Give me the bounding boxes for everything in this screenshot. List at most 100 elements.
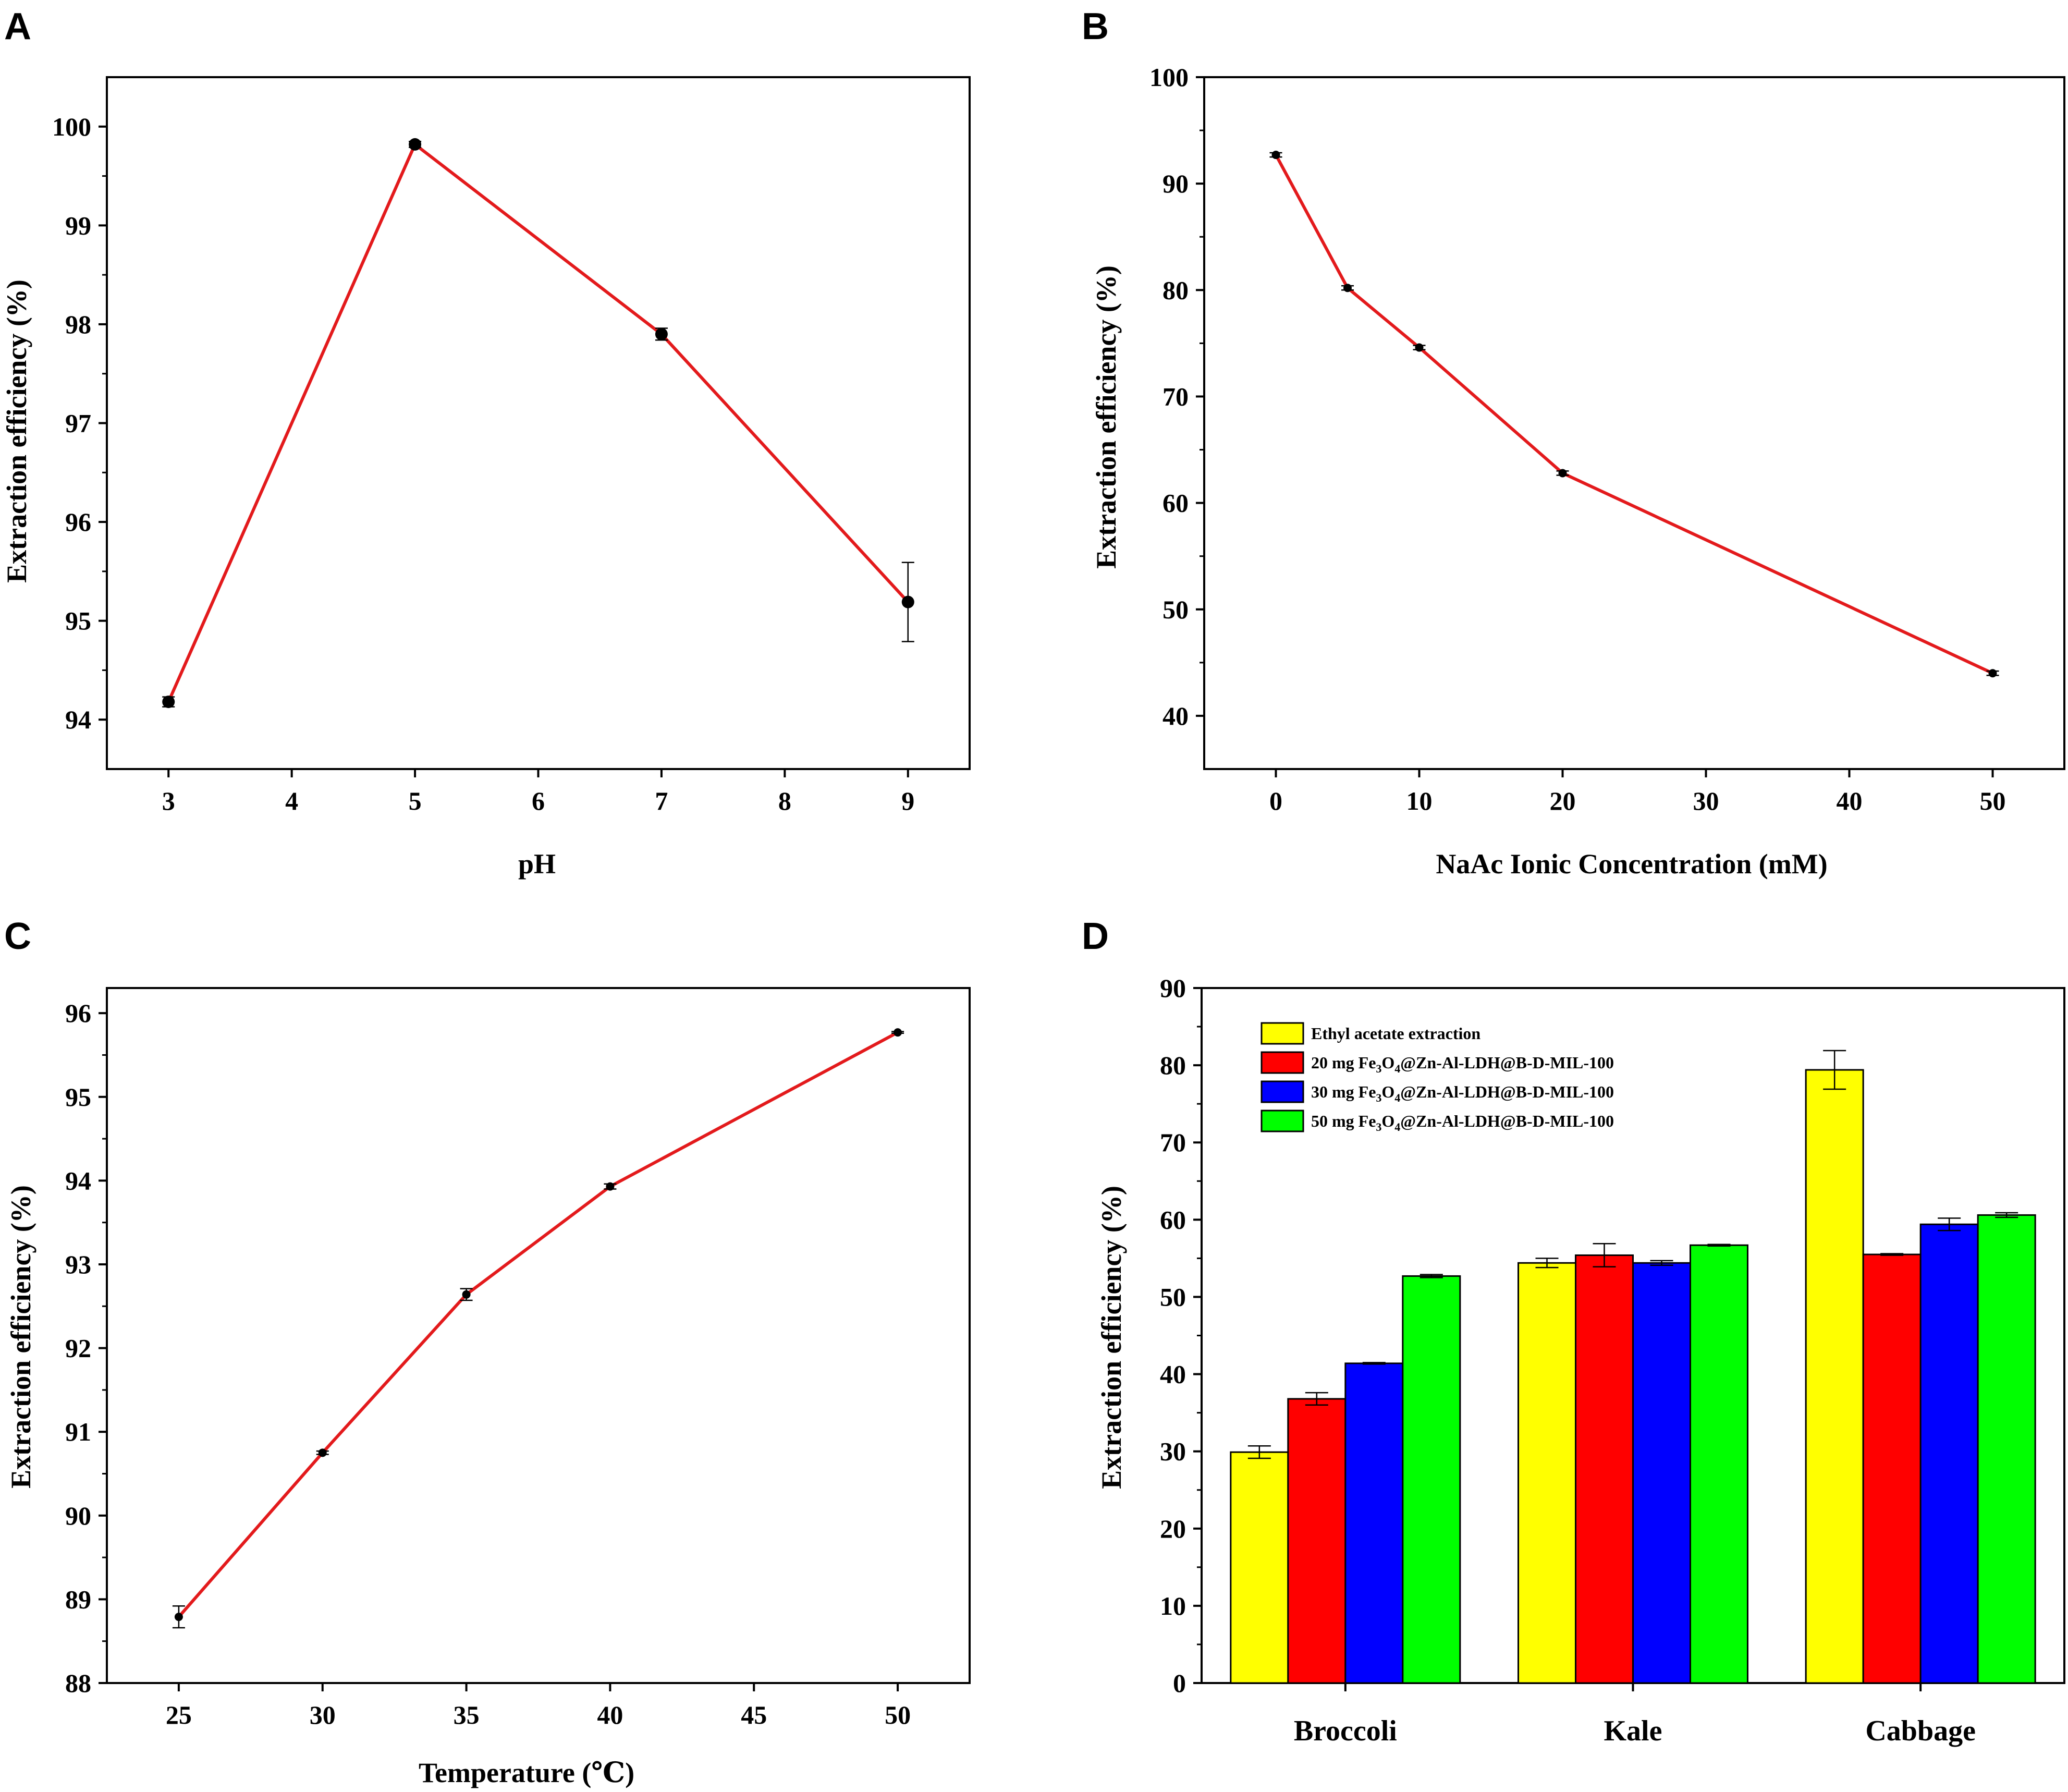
panel-a-y-tick-label: 100 xyxy=(52,112,91,141)
panel-c-y-tick-label: 96 xyxy=(65,998,91,1028)
panel-d-legend-label-part: 50 mg Fe xyxy=(1311,1112,1376,1130)
panel-b-y-tick-label: 100 xyxy=(1149,63,1189,92)
panel-c-y-tick-label: 90 xyxy=(65,1501,91,1530)
panel-b-x-tick-label: 50 xyxy=(1980,786,2006,815)
panel-b-x-axis-title: NaAc Ionic Concentration (mM) xyxy=(1436,848,1827,880)
panel-d-y-tick-label: 60 xyxy=(1160,1205,1186,1234)
panel-b-y-tick-label: 40 xyxy=(1163,701,1189,730)
panel-d-bar xyxy=(1230,1451,1289,1684)
panel-b-y-tick-label: 50 xyxy=(1163,595,1189,624)
panel-c-x-tick-label: 40 xyxy=(597,1700,623,1729)
panel-c-y-tick-label: 92 xyxy=(65,1334,91,1363)
panel-d-y-tick-label: 80 xyxy=(1160,1051,1186,1080)
panel-d-bar xyxy=(1344,1362,1404,1684)
panel-d-legend-label-part: O xyxy=(1381,1112,1394,1130)
panel-d-category-label: Kale xyxy=(1604,1715,1662,1747)
panel-a-data-point xyxy=(409,138,422,151)
panel-d-y-tick-label: 30 xyxy=(1160,1437,1186,1466)
panel-d-legend-label: 30 mg Fe3O4@Zn-Al-LDH@B-D-MIL-100 xyxy=(1311,1082,1614,1104)
panel-d-y-tick-label: 90 xyxy=(1160,973,1186,1003)
panel-d-legend-label-part: 4 xyxy=(1394,1120,1400,1133)
panel-a-data-point xyxy=(655,327,668,340)
panel-b-y-tick-label: 90 xyxy=(1163,169,1189,198)
panel-d-bar xyxy=(1518,1262,1576,1684)
panel-a-x-tick-label: 4 xyxy=(285,786,298,815)
panel-c-letter: C xyxy=(4,916,31,957)
panel-c-data-point xyxy=(606,1182,615,1191)
panel-d-legend-label-part: 3 xyxy=(1376,1062,1381,1075)
panel-c-x-tick-label: 35 xyxy=(454,1700,480,1729)
panel-d-y-tick-label: 20 xyxy=(1160,1514,1186,1543)
panel-b-x-tick-label: 40 xyxy=(1837,786,1863,815)
panel-d-bar xyxy=(1287,1398,1347,1684)
panel-b-y-axis-title: Extraction efficiency (%) xyxy=(1091,265,1122,569)
panel-a-x-axis-title: pH xyxy=(518,848,556,880)
panel-d-legend-label-part: O xyxy=(1381,1053,1394,1072)
panel-d-legend-label: Ethyl acetate extraction xyxy=(1311,1024,1480,1043)
panel-d-legend-swatch xyxy=(1261,1051,1304,1074)
panel-d-y-tick-label: 10 xyxy=(1160,1591,1186,1620)
panel-b-data-point xyxy=(1988,669,1997,678)
panel-d-y-axis-title: Extraction efficiency (%) xyxy=(1096,1186,1127,1489)
panel-d-bar xyxy=(1862,1253,1922,1684)
panel-c-y-tick-label: 95 xyxy=(65,1082,91,1112)
panel-d: D 0 10 20 30 40 50 60 70 80 90 Broccoli Kale Cabbage… xyxy=(1082,916,2065,1747)
panel-d-legend-swatch xyxy=(1261,1022,1304,1045)
panel-c-data-point xyxy=(462,1290,471,1299)
panel-c-data-point xyxy=(894,1028,902,1037)
panel-b-x-tick-label: 10 xyxy=(1406,786,1433,815)
panel-b-data-point xyxy=(1271,151,1280,160)
panel-d-category-label: Broccoli xyxy=(1294,1715,1397,1747)
panel-a-series-line xyxy=(167,142,909,703)
panel-a-y-tick-label: 95 xyxy=(65,606,91,636)
panel-d-legend-label-part: @Zn-Al-LDH@B-D-MIL-100 xyxy=(1400,1053,1614,1072)
panel-d-bar xyxy=(1977,1214,2036,1684)
panel-d-bar xyxy=(1690,1244,1748,1684)
panel-b-letter: B xyxy=(1082,6,1109,47)
panel-b-y-tick-label: 80 xyxy=(1163,275,1189,304)
panel-d-legend-swatch xyxy=(1261,1110,1304,1132)
panel-d-bar xyxy=(1575,1254,1634,1684)
panel-b-x-tick-label: 30 xyxy=(1693,786,1719,815)
panel-a-y-tick-label: 97 xyxy=(65,409,91,438)
panel-a-x-tick-label: 7 xyxy=(655,786,668,815)
panel-d-letter: D xyxy=(1082,916,1109,957)
panel-d-legend-label-part: 30 mg Fe xyxy=(1311,1082,1376,1101)
panel-d-legend-label: 20 mg Fe3O4@Zn-Al-LDH@B-D-MIL-100 xyxy=(1311,1053,1614,1075)
panel-c-data-point xyxy=(174,1613,183,1622)
panel-d-legend-label-part: 3 xyxy=(1376,1091,1381,1104)
panel-a-x-tick-label: 3 xyxy=(162,786,175,815)
panel-d-legend-label-part: 4 xyxy=(1394,1091,1400,1104)
panel-d-y-tick-label: 0 xyxy=(1173,1668,1186,1698)
panel-c-plot-frame xyxy=(106,987,971,1684)
panel-c-x-axis-title: Temperature (℃) xyxy=(419,1757,634,1788)
panel-c-y-axis-title: Extraction efficiency (%) xyxy=(5,1185,36,1489)
panel-b-plot-frame xyxy=(1203,76,2065,770)
panel-c-x-tick-label: 25 xyxy=(166,1700,192,1729)
panel-b-y-tick-label: 60 xyxy=(1163,489,1189,518)
panel-a-x-tick-label: 5 xyxy=(409,786,422,815)
panel-a-y-tick-label: 98 xyxy=(65,310,91,339)
panel-a-y-axis-title: Extraction efficiency (%) xyxy=(1,279,32,583)
panel-d-legend-label-part: 4 xyxy=(1394,1062,1400,1075)
panel-b-x-tick-label: 0 xyxy=(1269,786,1282,815)
panel-c-x-tick-label: 30 xyxy=(310,1700,336,1729)
panel-c-y-tick-label: 93 xyxy=(65,1250,91,1279)
panel-d-legend-label: 50 mg Fe3O4@Zn-Al-LDH@B-D-MIL-100 xyxy=(1311,1112,1614,1133)
panel-a-y-tick-label: 96 xyxy=(65,507,91,537)
panel-b-data-point xyxy=(1558,469,1567,478)
panel-d-legend-label-part: @Zn-Al-LDH@B-D-MIL-100 xyxy=(1400,1112,1614,1130)
panel-c-x-tick-label: 45 xyxy=(741,1700,767,1729)
panel-a-data-point xyxy=(901,595,914,608)
panel-c: C 25 30 35 40 45 50 88 89 90 91 92 93 94 95 96 Tempera… xyxy=(4,916,971,1788)
panel-c-y-tick-label: 89 xyxy=(65,1584,91,1614)
panel-d-bar xyxy=(1632,1262,1691,1684)
panel-d-legend-label-part: 20 mg Fe xyxy=(1311,1053,1376,1072)
panel-b-data-point xyxy=(1343,284,1352,292)
panel-a-x-tick-label: 8 xyxy=(778,786,791,815)
panel-c-y-tick-label: 91 xyxy=(65,1417,91,1446)
panel-a: A 3 4 5 6 7 8 9 94 95 96 97 98 99 100 pH Extraction e… xyxy=(1,6,971,880)
panel-c-data-point xyxy=(318,1448,327,1457)
